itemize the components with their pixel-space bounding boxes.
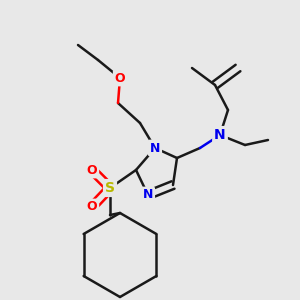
Text: O: O xyxy=(87,200,97,214)
Text: O: O xyxy=(87,164,97,176)
Text: S: S xyxy=(105,181,115,195)
Text: N: N xyxy=(143,188,153,202)
Text: O: O xyxy=(115,71,125,85)
Text: N: N xyxy=(214,128,226,142)
Text: N: N xyxy=(150,142,160,154)
